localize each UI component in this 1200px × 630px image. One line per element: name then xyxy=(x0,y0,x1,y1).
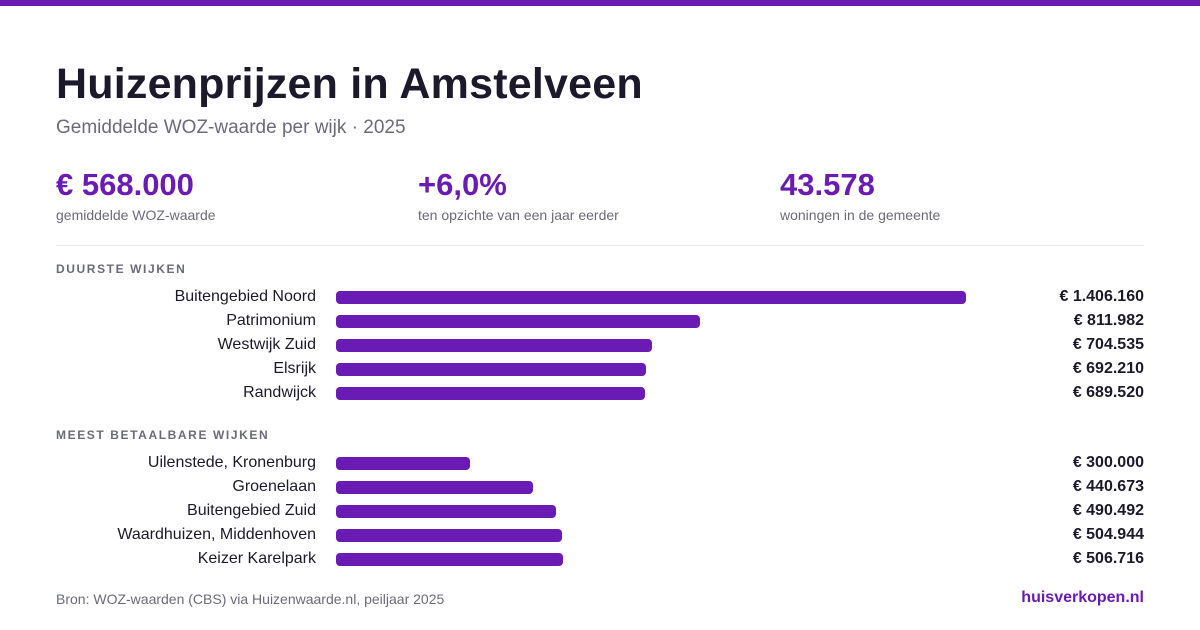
page-subtitle: Gemiddelde WOZ-waarde per wijk · 2025 xyxy=(56,117,406,138)
stat-housing-count: 43.578 woningen in de gemeente xyxy=(780,166,940,223)
bar-row: Uilenstede, Kronenburg € 300.000 xyxy=(0,451,1200,475)
bar xyxy=(336,339,652,352)
bar xyxy=(336,553,563,566)
category-label: Groenelaan xyxy=(232,478,316,495)
value-label: € 504.944 xyxy=(1072,526,1144,543)
stat-value: 43.578 xyxy=(780,167,875,202)
bar xyxy=(336,457,470,470)
stat-label: gemiddelde WOZ-waarde xyxy=(56,207,216,223)
category-label: Uilenstede, Kronenburg xyxy=(147,454,316,471)
value-label: € 692.210 xyxy=(1072,360,1144,377)
bar xyxy=(336,315,700,328)
category-label: Elsrijk xyxy=(273,360,316,377)
stat-yearly-change: +6,0% ten opzichte van een jaar eerder xyxy=(418,166,619,223)
bar-row: Buitengebied Zuid € 490.492 xyxy=(0,499,1200,523)
bar xyxy=(336,481,533,494)
category-label: Patrimonium xyxy=(226,312,316,329)
section-label: DUURSTE WIJKEN xyxy=(56,262,187,276)
stat-value: € 568.000 xyxy=(56,167,194,202)
stat-label: ten opzichte van een jaar eerder xyxy=(418,207,619,223)
page-title: Huizenprijzen in Amstelveen xyxy=(56,60,643,108)
divider xyxy=(56,245,1144,246)
value-label: € 440.673 xyxy=(1072,478,1144,495)
bar-row: Keizer Karelpark € 506.716 xyxy=(0,547,1200,571)
stat-label: woningen in de gemeente xyxy=(780,207,941,223)
top-accent-bar xyxy=(0,0,1200,6)
bar-row: Patrimonium € 811.982 xyxy=(0,309,1200,333)
bar-row: Groenelaan € 440.673 xyxy=(0,475,1200,499)
value-label: € 811.982 xyxy=(1073,312,1144,329)
bar-row: Randwijck € 689.520 xyxy=(0,381,1200,405)
bar-row: Westwijk Zuid € 704.535 xyxy=(0,333,1200,357)
value-label: € 300.000 xyxy=(1072,454,1144,471)
value-label: € 1.406.160 xyxy=(1059,288,1144,305)
category-label: Randwijck xyxy=(243,384,316,401)
bar xyxy=(336,505,556,518)
value-label: € 506.716 xyxy=(1072,550,1144,567)
bar-row: Buitengebied Noord € 1.406.160 xyxy=(0,285,1200,309)
bar xyxy=(336,363,646,376)
bar xyxy=(336,387,645,400)
category-label: Waardhuizen, Middenhoven xyxy=(117,526,316,543)
value-label: € 689.520 xyxy=(1072,384,1144,401)
stat-value: +6,0% xyxy=(418,167,507,202)
category-label: Keizer Karelpark xyxy=(197,550,316,567)
stat-average-woz: € 568.000 gemiddelde WOZ-waarde xyxy=(56,166,216,223)
bar xyxy=(336,291,966,304)
brand-link[interactable]: huisverkopen.nl xyxy=(1021,589,1144,606)
value-label: € 704.535 xyxy=(1072,336,1144,353)
category-label: Westwijk Zuid xyxy=(217,336,316,353)
source-note: Bron: WOZ-waarden (CBS) via Huizenwaarde… xyxy=(56,591,445,607)
section-label: MEEST BETAALBARE WIJKEN xyxy=(56,428,270,442)
bar-row: Elsrijk € 692.210 xyxy=(0,357,1200,381)
category-label: Buitengebied Noord xyxy=(174,288,316,305)
category-label: Buitengebied Zuid xyxy=(187,502,316,519)
bar-row: Waardhuizen, Middenhoven € 504.944 xyxy=(0,523,1200,547)
bar xyxy=(336,529,562,542)
value-label: € 490.492 xyxy=(1072,502,1144,519)
